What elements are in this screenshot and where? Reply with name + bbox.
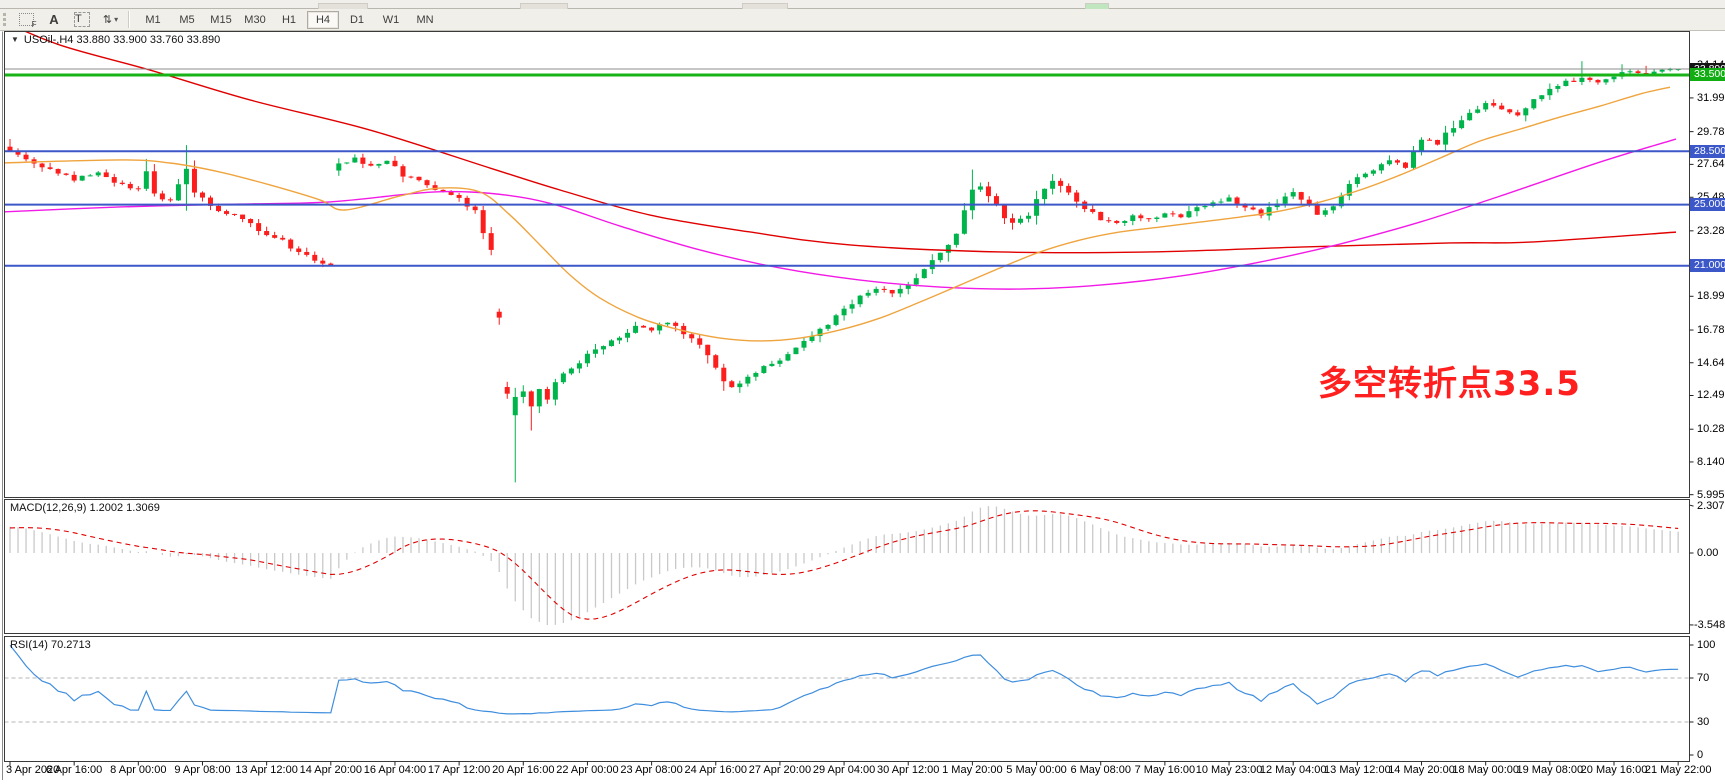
time-axis-label: 5 May 00:00 <box>1006 764 1067 776</box>
toolbar-separator <box>128 11 130 28</box>
price-line-label-28.500: 28.500 <box>1690 144 1725 158</box>
clipped-toolbar-row <box>0 0 1725 9</box>
macd-axis-tick: 2.3072 <box>1697 500 1725 513</box>
template-f-icon[interactable]: F <box>16 11 37 29</box>
time-axis-label: 13 Apr 12:00 <box>235 764 298 776</box>
price-axis-tick: 12.495 <box>1697 389 1725 402</box>
price-axis-tick: 14.640 <box>1697 356 1725 369</box>
chart-symbol-title[interactable]: ▼ USOil-,H4 33.880 33.900 33.760 33.890 <box>11 34 220 46</box>
timeframe-button-m15[interactable]: M15 <box>210 14 232 26</box>
time-axis-label: 23 Apr 08:00 <box>620 764 683 776</box>
time-axis-label: 20 Apr 16:00 <box>492 764 555 776</box>
chart-annotation-text: 多空转折点33.5 <box>1318 364 1581 404</box>
rsi-axis-tick: 30 <box>1697 716 1725 728</box>
text-label-icon[interactable]: A <box>49 12 59 27</box>
time-axis-label: 14 May 20:00 <box>1388 764 1455 776</box>
timeframe-button-mn[interactable]: MN <box>416 14 434 26</box>
price-axis-tick: 27.640 <box>1697 158 1725 171</box>
time-axis-label: 13 May 12:00 <box>1324 764 1391 776</box>
timeframe-button-d1[interactable]: D1 <box>349 14 365 26</box>
timeframe-button-m5[interactable]: M5 <box>179 14 195 26</box>
time-axis-label: 20 May 16:00 <box>1580 764 1648 776</box>
macd-indicator-label: MACD(12,26,9) 1.2002 1.3069 <box>10 502 160 514</box>
price-axis-tick: 23.285 <box>1697 224 1725 237</box>
price-axis-tick: 5.995 <box>1697 488 1725 501</box>
price-line-label-25.000: 25.000 <box>1690 198 1725 212</box>
time-axis-label: 21 May 22:00 <box>1644 764 1712 776</box>
arrows-glyph: ⇅ <box>102 14 112 26</box>
ma-slow-red <box>25 32 1677 254</box>
dropdown-caret-icon[interactable]: ▾ <box>114 15 118 24</box>
time-axis-label: 18 May 00:00 <box>1452 764 1519 776</box>
rsi-line <box>9 644 1679 715</box>
time-axis-label: 16 Apr 04:00 <box>363 764 427 776</box>
time-axis-label: 29 Apr 04:00 <box>812 764 876 776</box>
time-axis-label: 8 Apr 00:00 <box>110 764 167 776</box>
clipped-button <box>520 3 568 9</box>
time-axis-label: 1 May 20:00 <box>942 764 1003 776</box>
rsi-axis-tick: 100 <box>1697 639 1725 651</box>
rsi-indicator-label: RSI(14) 70.2713 <box>10 639 91 651</box>
time-axis-label: 22 Apr 00:00 <box>556 764 619 776</box>
time-axis-label: 12 May 04:00 <box>1259 764 1327 776</box>
clipped-button <box>318 3 368 9</box>
time-axis-label: 9 Apr 08:00 <box>174 764 231 776</box>
time-axis-label: 10 May 23:00 <box>1195 764 1263 776</box>
time-axis-label: 6 May 08:00 <box>1070 764 1131 776</box>
time-axis-label: 17 Apr 12:00 <box>427 764 491 776</box>
symbol-ohlc-text: USOil-,H4 33.880 33.900 33.760 33.890 <box>23 34 221 46</box>
timeframe-button-w1[interactable]: W1 <box>382 14 400 26</box>
rsi-axis-tick: 0 <box>1697 749 1725 761</box>
toolbar: F A T ⇅ ▾ M1 M5 M15 M30 H1 H4 D1 W1 MN <box>0 9 1725 31</box>
collapse-triangle-icon[interactable]: ▼ <box>11 35 19 44</box>
clipped-button <box>1085 3 1109 9</box>
timeframe-button-h4[interactable]: H4 <box>307 11 339 29</box>
macd-signal-line <box>9 510 1679 620</box>
time-axis-label: 19 May 08:00 <box>1516 764 1584 776</box>
time-axis-label: 14 Apr 20:00 <box>299 764 362 776</box>
time-axis-label: 27 Apr 20:00 <box>748 764 812 776</box>
time-axis-label: 3 Apr 2020 <box>6 764 60 776</box>
time-axis-label: 24 Apr 16:00 <box>684 764 747 776</box>
price-axis-tick: 29.785 <box>1697 125 1725 138</box>
price-axis-tick: 8.140 <box>1697 455 1725 468</box>
rsi-axis-tick: 70 <box>1697 672 1725 684</box>
ma-medium-magenta <box>5 138 1677 290</box>
timeframe-buttons: M1 M5 M15 M30 H1 H4 D1 W1 MN <box>136 10 442 29</box>
timeframe-button-h1[interactable]: H1 <box>281 14 297 26</box>
toolbar-grip[interactable] <box>3 13 10 26</box>
price-axis-tick: 18.995 <box>1697 290 1725 303</box>
clipped-button <box>742 3 788 9</box>
price-line-label-21.000: 21.000 <box>1690 259 1725 273</box>
timeframe-button-m1[interactable]: M1 <box>145 14 161 26</box>
macd-axis-tick: -3.5484 <box>1694 619 1725 632</box>
price-axis-tick: 31.995 <box>1697 91 1725 104</box>
timeframe-button-m30[interactable]: M30 <box>244 14 266 26</box>
arrow-styles-icon[interactable]: ⇅ ▾ <box>100 11 120 28</box>
price-line-label-33.500: 33.500 <box>1690 68 1725 82</box>
price-axis-tick: 10.285 <box>1697 423 1725 436</box>
price-axis-tick: 16.785 <box>1697 324 1725 337</box>
time-axis-label: 7 May 16:00 <box>1134 764 1196 776</box>
macd-axis-tick: 0.00 <box>1697 547 1725 559</box>
text-box-icon[interactable]: T <box>72 11 92 28</box>
ma-fast-orange <box>5 86 1671 342</box>
time-axis-label: 6 Apr 16:00 <box>46 764 103 776</box>
dotted-box-glyph: F <box>18 13 37 29</box>
time-axis-label: 30 Apr 12:00 <box>877 764 940 776</box>
